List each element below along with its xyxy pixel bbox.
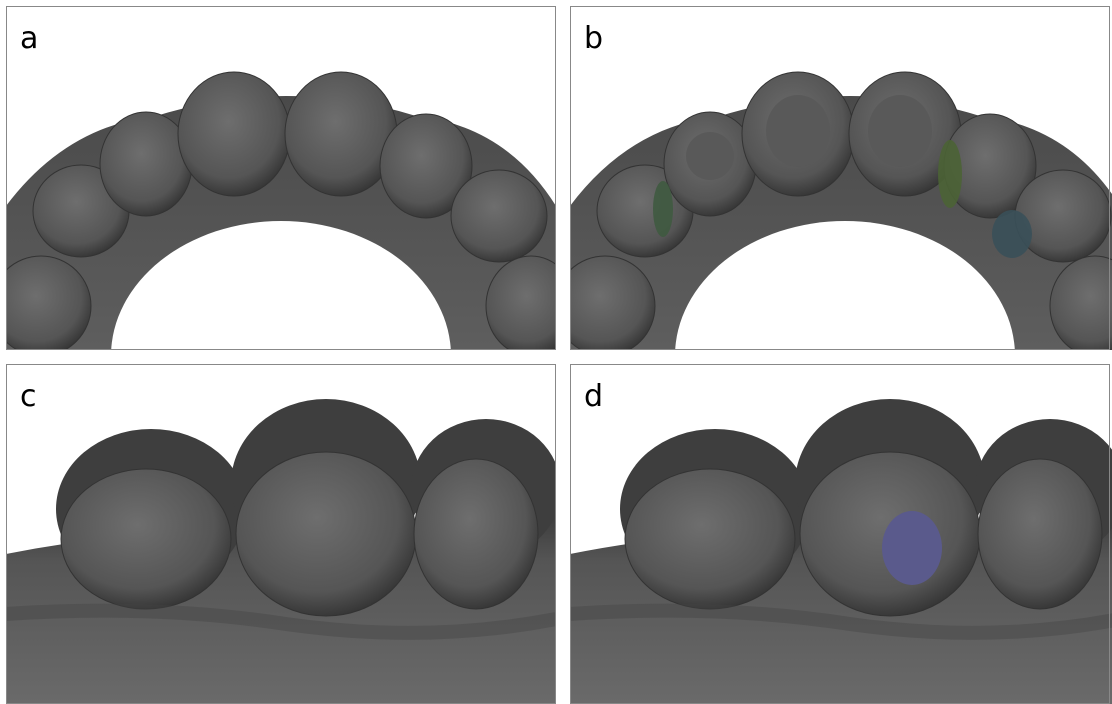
cut-surface (868, 95, 932, 167)
panel-label: d (584, 379, 603, 414)
tooth (414, 459, 538, 609)
marker-teal (992, 210, 1032, 258)
tooth (178, 72, 290, 196)
panel-label: c (20, 379, 37, 414)
tooth (0, 256, 91, 356)
render (6, 399, 561, 704)
tooth (285, 72, 397, 196)
panel: d (570, 365, 1112, 704)
marker-green (653, 181, 673, 237)
panel-label: a (20, 21, 38, 56)
marker-green (938, 140, 962, 208)
panel: c (6, 365, 561, 704)
tooth (1015, 170, 1111, 262)
tooth (61, 469, 231, 609)
tooth (236, 452, 416, 616)
cut-surface (686, 132, 734, 180)
tooth (978, 459, 1102, 609)
panel-label: b (584, 21, 603, 56)
tooth (625, 469, 795, 609)
figure: a b c d (0, 0, 1112, 704)
tooth (486, 256, 576, 356)
page: abcd (() => { const data = JSON.parse(do… (0, 0, 1112, 704)
marker-blue (882, 511, 942, 585)
cut-surface (766, 95, 830, 167)
render (570, 399, 1112, 704)
tooth (451, 170, 547, 262)
